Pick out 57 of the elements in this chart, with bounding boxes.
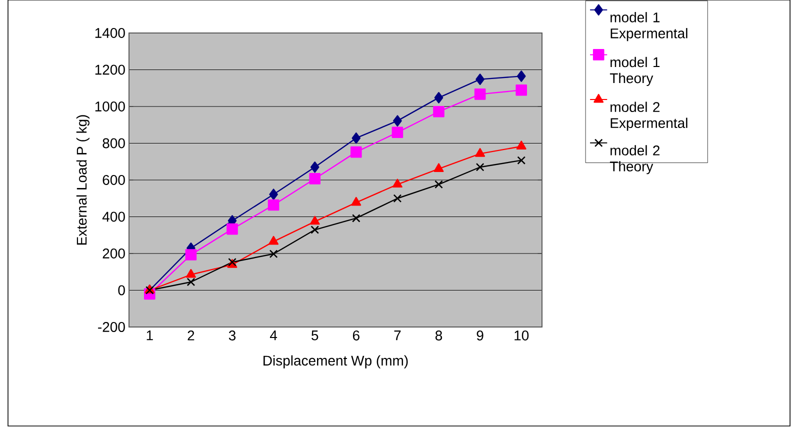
point	[434, 180, 443, 189]
x-tick-label: 4	[270, 330, 278, 340]
point	[352, 214, 360, 222]
point	[393, 194, 402, 203]
y-tick-label: 0	[118, 285, 125, 296]
x-tick-label: 3	[228, 330, 236, 340]
y-tick-label: -200	[98, 322, 125, 332]
x-tick-label: 8	[435, 330, 442, 340]
point	[309, 173, 321, 184]
x-tick-label: 6	[352, 330, 360, 340]
point	[516, 84, 527, 96]
point	[516, 140, 526, 150]
point	[310, 216, 320, 225]
x-tick-label: 2	[188, 330, 194, 340]
point	[269, 188, 278, 200]
point	[392, 178, 402, 188]
point	[516, 70, 526, 82]
point	[268, 236, 279, 245]
y-tick-label: 1000	[95, 102, 125, 112]
x-tick-label: 10	[514, 330, 529, 340]
point	[475, 148, 486, 157]
legend-label: model 2 Theory	[610, 145, 660, 174]
point	[517, 156, 526, 165]
point	[310, 226, 320, 234]
y-tick-label: 1200	[95, 64, 125, 75]
legend-label: model 1 Theory	[610, 56, 660, 86]
x-tick-label: 5	[312, 330, 318, 340]
point	[393, 115, 402, 126]
point	[350, 146, 362, 158]
point	[226, 223, 238, 235]
x-tick-label: 9	[476, 330, 484, 340]
point	[352, 132, 361, 144]
point	[186, 278, 196, 286]
point	[433, 106, 444, 118]
point	[392, 126, 404, 138]
point	[186, 268, 196, 278]
point	[269, 250, 278, 258]
point	[310, 161, 320, 173]
x-axis-title: Displacement Wp (mm)	[264, 355, 408, 368]
point	[476, 74, 484, 85]
y-tick-label: 200	[102, 248, 125, 258]
point	[185, 249, 197, 260]
point	[474, 88, 486, 100]
point	[434, 92, 444, 104]
legend-label: model 2 Expermental	[610, 102, 688, 131]
point	[476, 162, 484, 172]
y-tick-label: 800	[102, 138, 125, 148]
legend-label: model 1 Expermental	[610, 12, 688, 42]
point	[351, 196, 362, 206]
y-tick-label: 600	[102, 175, 125, 185]
point	[268, 199, 280, 211]
y-axis-title: External Load P ( kg)	[76, 115, 90, 245]
point	[434, 163, 444, 172]
y-tick-label: 400	[102, 212, 125, 222]
x-tick-label: 7	[394, 330, 401, 340]
x-tick-label: 1	[146, 330, 153, 340]
y-tick-label: 1400	[95, 28, 125, 38]
